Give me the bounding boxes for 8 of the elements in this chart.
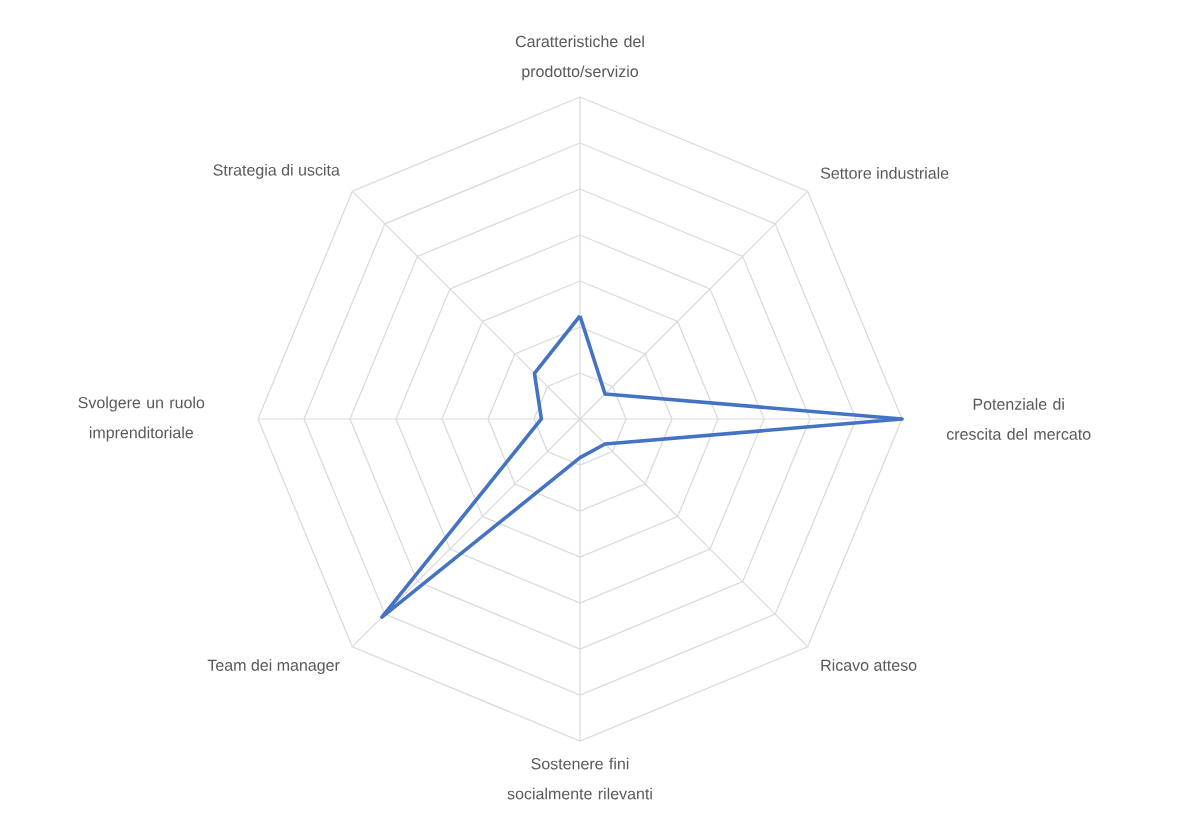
spoke-label: Sostenere fini socialmente rilevanti	[507, 757, 652, 800]
spoke-label: Caratteristiche del prodotto/servizio	[515, 35, 644, 81]
spoke-label: Svolgere un ruolo imprenditoriale	[78, 396, 205, 442]
spoke-label: Strategia di uscita	[213, 163, 340, 179]
spoke-label: Potenziale di crescita del mercato	[946, 398, 1091, 440]
spoke-label: Team dei manager	[207, 659, 340, 675]
spoke-label: Settore industriale	[820, 167, 949, 179]
spoke-label: Ricavo atteso	[821, 659, 917, 671]
